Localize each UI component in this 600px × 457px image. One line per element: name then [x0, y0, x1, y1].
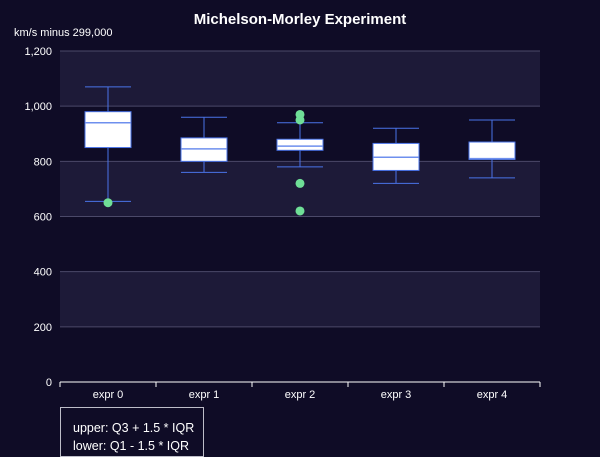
- plot-band: [60, 51, 540, 107]
- legend-upper-text: upper: Q3 + 1.5 * IQR: [73, 421, 195, 435]
- y-tick-label: 600: [34, 212, 52, 224]
- y-tick-label: 200: [34, 322, 52, 334]
- y-tick-label: 1,000: [24, 101, 52, 113]
- outlier-point: [103, 198, 113, 208]
- outlier-point: [295, 178, 305, 188]
- box-0: [84, 111, 132, 149]
- x-tick-label: expr 2: [285, 389, 316, 401]
- outlier-point: [295, 109, 305, 119]
- outlier-point: [295, 206, 305, 216]
- legend-lower-text: lower: Q1 - 1.5 * IQR: [73, 439, 190, 453]
- plot-area: 0 200 400 600 800 1,000 1,200 expr 0 expr 1 expr …: [24, 46, 541, 401]
- y-axis-label: km/s minus 299,000: [14, 27, 112, 39]
- plot-band: [60, 271, 540, 327]
- box-2: [276, 138, 324, 151]
- box-4: [468, 141, 516, 160]
- y-tick-label: 400: [34, 267, 52, 279]
- x-tick-label: expr 3: [381, 389, 412, 401]
- plot-band: [60, 326, 540, 382]
- y-tick-label: 0: [46, 377, 52, 389]
- x-tick-label: expr 1: [189, 389, 220, 401]
- chart-title: Michelson-Morley Experiment: [194, 11, 407, 28]
- x-tick-label: expr 0: [93, 389, 124, 401]
- y-tick-label: 800: [34, 156, 52, 168]
- plot-band: [60, 216, 540, 272]
- y-tick-label: 1,200: [24, 46, 52, 58]
- x-tick-label: expr 4: [477, 389, 508, 401]
